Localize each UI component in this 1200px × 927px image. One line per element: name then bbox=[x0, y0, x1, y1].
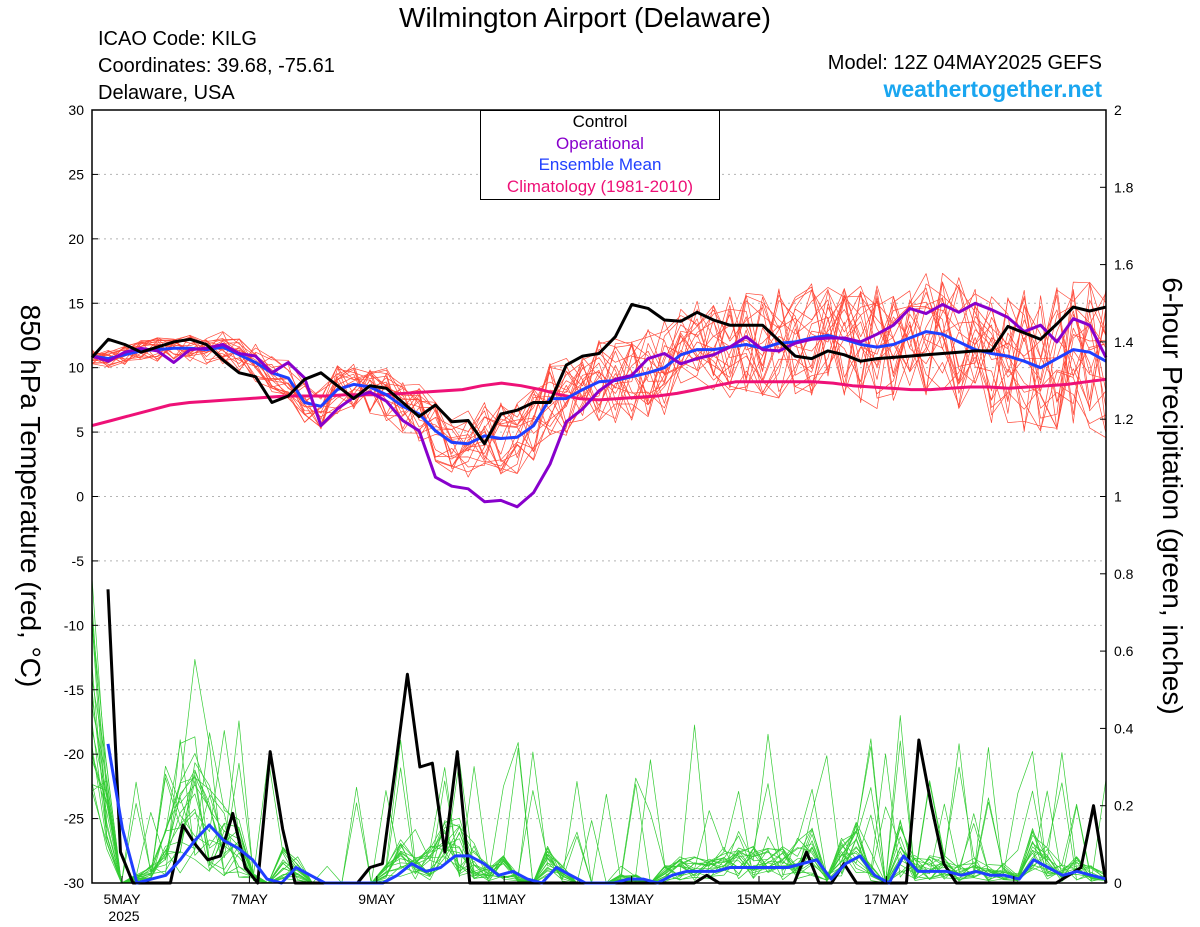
x-tick-label: 13MAY bbox=[609, 891, 655, 907]
precip-member-line bbox=[91, 729, 1107, 884]
y-right-tick-label: 0.6 bbox=[1114, 643, 1134, 659]
x-tick-label: 19MAY bbox=[991, 891, 1037, 907]
legend-operational: Operational bbox=[556, 133, 644, 153]
y-left-tick-label: -5 bbox=[72, 553, 85, 569]
precip-member-line bbox=[91, 617, 1107, 884]
y-left-label: 850 hPa Temperature (red, °C) bbox=[15, 304, 46, 688]
y-right-tick-label: 1.4 bbox=[1114, 334, 1134, 350]
y-left-tick-label: 10 bbox=[68, 360, 84, 376]
x-tick-label: 11MAY bbox=[482, 891, 526, 907]
y-right-label: 6-hour Precipitation (green, inches) bbox=[1157, 277, 1188, 715]
temp-operational-line bbox=[91, 301, 1108, 509]
legend-climatology: Climatology (1981-2010) bbox=[506, 176, 694, 196]
y-left-tick-label: 5 bbox=[76, 424, 84, 440]
precip-member-line bbox=[91, 622, 1107, 884]
x-tick-label: 17MAY bbox=[864, 891, 910, 907]
y-right-tick-label: 1.6 bbox=[1114, 257, 1134, 273]
temp-member-line bbox=[91, 272, 1107, 469]
y-right-tick-label: 0.2 bbox=[1114, 798, 1134, 814]
temp-climatology--line bbox=[91, 377, 1107, 428]
temp-ensemble-mean-line bbox=[91, 330, 1107, 446]
main-series-lines bbox=[90, 301, 1108, 885]
y-right-tick-label: 1.8 bbox=[1114, 179, 1134, 195]
icao-code: ICAO Code: KILG bbox=[98, 28, 257, 50]
y-left-tick-label: 25 bbox=[68, 166, 84, 182]
y-left-tick-label: -15 bbox=[64, 682, 84, 698]
y-left-tick-label: -10 bbox=[64, 617, 84, 633]
x-tick-label: 5MAY bbox=[103, 891, 141, 907]
y-left-tick-label: 20 bbox=[68, 231, 84, 247]
coordinates: Coordinates: 39.68, -75.61 bbox=[98, 55, 335, 77]
grid-lines bbox=[92, 173, 1106, 820]
site-link[interactable]: weathertogether.net bbox=[883, 76, 1102, 102]
model-run: Model: 12Z 04MAY2025 GEFS bbox=[827, 52, 1102, 74]
y-right-tick-label: 0 bbox=[1114, 875, 1122, 891]
precip-member-lines bbox=[91, 577, 1107, 884]
temp-member-line bbox=[91, 287, 1107, 475]
y-right-tick-label: 0.8 bbox=[1114, 566, 1134, 582]
x-tick-label: 9MAY bbox=[358, 891, 396, 907]
y-right-tick-label: 2 bbox=[1114, 102, 1122, 118]
legend-control: Control bbox=[572, 112, 628, 131]
y-right-tick-label: 0.4 bbox=[1114, 720, 1134, 736]
temp-member-line bbox=[91, 288, 1107, 467]
legend-ensemble-mean: Ensemble Mean bbox=[538, 155, 662, 174]
y-left-tick-label: 30 bbox=[68, 102, 84, 118]
x-tick-label: 7MAY bbox=[231, 891, 269, 907]
precip-member-line bbox=[91, 603, 1107, 884]
y-left-tick-label: 0 bbox=[76, 489, 84, 505]
temp-control-line bbox=[90, 303, 1107, 446]
y-left-tick-label: -25 bbox=[64, 811, 84, 827]
axis-ticks: 302520151050-5-10-15-20-25-3021.81.61.41… bbox=[64, 102, 1134, 924]
chart-title: Wilmington Airport (Delaware) bbox=[399, 2, 771, 33]
precip-member-line bbox=[91, 621, 1107, 884]
y-right-tick-label: 1.2 bbox=[1114, 411, 1134, 427]
temp-member-line bbox=[91, 284, 1107, 468]
y-left-tick-label: 15 bbox=[68, 295, 84, 311]
region: Delaware, USA bbox=[98, 82, 235, 104]
y-left-tick-label: -20 bbox=[64, 746, 84, 762]
temp-member-line bbox=[91, 281, 1107, 474]
temp-member-line bbox=[91, 297, 1107, 460]
y-left-tick-label: -30 bbox=[64, 875, 84, 891]
y-right-tick-label: 1 bbox=[1114, 489, 1122, 505]
chart-legend: Control Operational Ensemble Mean Climat… bbox=[480, 110, 720, 200]
precip-control-line bbox=[106, 589, 1108, 885]
plot-frame bbox=[91, 109, 1107, 884]
x-year-label: 2025 bbox=[108, 908, 139, 924]
x-tick-label: 15MAY bbox=[737, 891, 783, 907]
temp-member-line bbox=[91, 285, 1107, 472]
